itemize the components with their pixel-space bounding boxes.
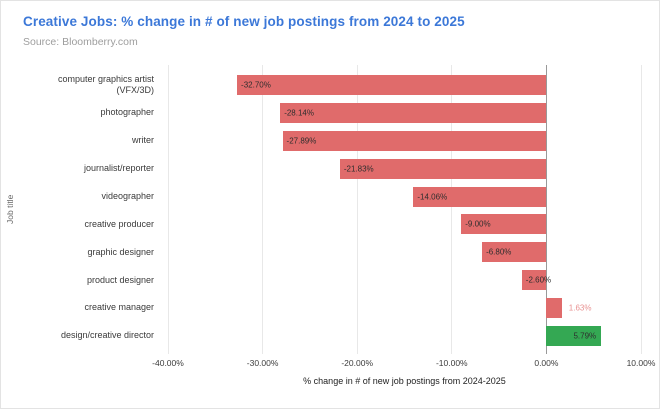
x-tick-label: 0.00% — [534, 358, 559, 368]
bar-row: -2.60% — [168, 266, 641, 294]
category-label: creative producer — [84, 218, 154, 229]
bar-negative: -28.14% — [280, 102, 547, 123]
bar-negative: -32.70% — [237, 75, 547, 95]
category-label: photographer — [100, 107, 154, 118]
x-tick-label: -20.00% — [341, 358, 374, 368]
bar-negative: -21.83% — [339, 158, 547, 179]
bar-row: -14.06% — [168, 183, 641, 211]
bar-row: -27.89% — [168, 127, 641, 155]
bar-negative: 1.63% — [546, 298, 591, 319]
category-label: writer — [132, 135, 154, 146]
category-label: creative manager — [84, 302, 154, 313]
bar-value-label: -27.89% — [286, 136, 317, 146]
bar-series: -32.70% -28.14% -27.89% -21.83% -14.06% -9.00… — [168, 65, 641, 350]
gridline — [356, 65, 358, 354]
category-label: videographer — [101, 190, 154, 201]
x-axis-title: % change in # of new job postings from 2… — [303, 376, 506, 386]
category-label: design/creative director — [60, 330, 154, 341]
bar-value-label: 1.63% — [568, 303, 592, 313]
bar-negative: -27.89% — [282, 130, 547, 151]
category-label: graphic designer — [87, 246, 154, 257]
bar-value-label: -6.80% — [486, 247, 512, 257]
x-tick-label: 10.00% — [626, 358, 656, 368]
bar-value-label: -32.70% — [241, 80, 271, 90]
bar-negative: -6.80% — [482, 242, 547, 263]
bar-value-label: -21.83% — [343, 164, 374, 174]
x-tick-label: -30.00% — [246, 358, 279, 368]
bar-row: -32.70% — [168, 71, 641, 99]
bar-row: -28.14% — [168, 99, 641, 127]
bar-row: 1.63% — [168, 294, 641, 322]
chart-source: Source: Bloomberry.com — [23, 36, 138, 48]
bar-negative: -2.60% — [521, 270, 551, 291]
x-axis-ticks: -40.00% -30.00% -20.00% -10.00% 0.00% 10.00% — [152, 358, 655, 370]
category-label: product designer — [86, 274, 154, 285]
bar-positive: 5.79% — [546, 326, 602, 347]
y-axis-title: Job title — [5, 194, 15, 225]
bar-row: -9.00% — [168, 210, 641, 238]
gridline — [167, 65, 169, 354]
category-label: computer graphics artist (VFX/3D) — [57, 73, 154, 95]
category-label: journalist/reporter — [83, 162, 154, 173]
x-tick-label: -10.00% — [435, 358, 468, 368]
category-axis-labels: computer graphics artist (VFX/3D) photogr… — [19, 65, 161, 354]
gridline — [451, 65, 453, 354]
bar-row: -6.80% — [168, 238, 641, 266]
bar-negative: -14.06% — [413, 186, 547, 207]
bar-value-label: -2.60% — [525, 275, 552, 285]
bar-value-label: -9.00% — [465, 219, 491, 229]
bar-value-label: -14.06% — [417, 192, 448, 202]
gridline — [640, 65, 642, 354]
chart-title: Creative Jobs: % change in # of new job … — [23, 14, 465, 29]
bar-negative: -9.00% — [461, 214, 547, 235]
bar-value-label: -28.14% — [284, 108, 314, 118]
zero-axis-line — [545, 65, 547, 354]
bar-value-label: 5.79% — [573, 331, 597, 341]
bar-row: 5.79% — [168, 322, 641, 350]
x-tick-label: -40.00% — [152, 358, 184, 368]
bar-row: -21.83% — [168, 155, 641, 183]
plot-area: -32.70% -28.14% -27.89% -21.83% -14.06% -9.00… — [167, 65, 642, 354]
gridline — [262, 65, 264, 354]
